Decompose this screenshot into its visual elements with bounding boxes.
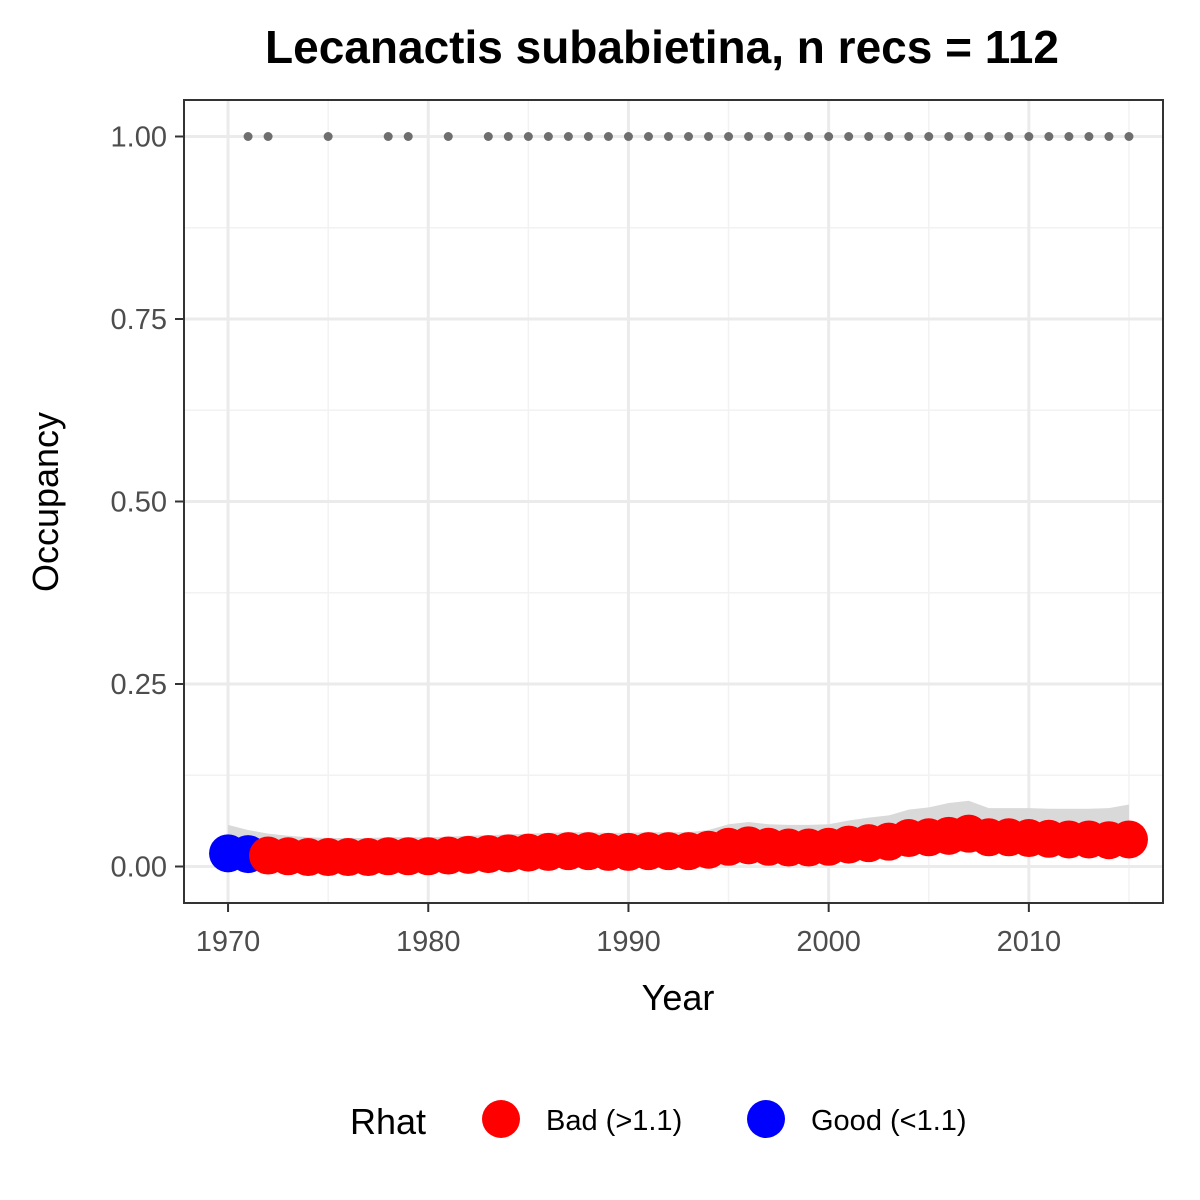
- record-point: [1104, 132, 1114, 141]
- record-point: [243, 132, 253, 141]
- record-point: [744, 132, 754, 141]
- record-point: [844, 132, 854, 141]
- record-point: [984, 132, 994, 141]
- record-point: [1124, 132, 1134, 141]
- record-point: [1084, 132, 1094, 141]
- x-axis: 1970 1980 1990 2000 2010: [196, 903, 1061, 958]
- legend: Rhat Bad (>1.1) Good (<1.1): [350, 1100, 967, 1142]
- record-point: [864, 132, 874, 141]
- record-point: [1044, 132, 1054, 141]
- y-axis: 0.00 0.25 0.50 0.75 1.00: [111, 122, 184, 884]
- record-point: [1004, 132, 1014, 141]
- record-point: [403, 132, 413, 141]
- record-point: [684, 132, 694, 141]
- record-point: [663, 132, 673, 141]
- x-tick-label: 2000: [796, 926, 861, 958]
- legend-swatch-bad: [482, 1100, 520, 1138]
- record-point: [603, 132, 613, 141]
- legend-label-good: Good (<1.1): [811, 1105, 967, 1137]
- record-point: [623, 132, 633, 141]
- record-point: [924, 132, 934, 141]
- record-point: [383, 132, 393, 141]
- record-point: [443, 132, 453, 141]
- points-layer: [209, 814, 1148, 877]
- y-tick-label: 0.00: [111, 852, 167, 884]
- chart-title: Lecanactis subabietina, n recs = 112: [265, 21, 1059, 73]
- occupancy-point: [1109, 820, 1148, 859]
- x-tick-label: 2010: [997, 926, 1062, 958]
- record-point: [904, 132, 914, 141]
- grid-major: [184, 100, 1163, 903]
- legend-title: Rhat: [350, 1101, 426, 1142]
- record-point: [764, 132, 774, 141]
- record-point: [704, 132, 714, 141]
- legend-swatch-good: [747, 1100, 785, 1138]
- y-axis-title: Occupancy: [25, 412, 66, 592]
- y-tick-label: 0.25: [111, 669, 167, 701]
- record-point: [323, 132, 333, 141]
- record-point: [643, 132, 653, 141]
- y-tick-label: 1.00: [111, 122, 167, 154]
- record-point: [1024, 132, 1034, 141]
- record-point: [1064, 132, 1074, 141]
- y-tick-label: 0.75: [111, 304, 167, 336]
- record-point: [784, 132, 794, 141]
- record-point: [964, 132, 974, 141]
- record-point: [724, 132, 734, 141]
- record-point: [583, 132, 593, 141]
- record-point: [543, 132, 553, 141]
- x-tick-label: 1990: [596, 926, 661, 958]
- record-point: [884, 132, 894, 141]
- record-point: [563, 132, 573, 141]
- x-tick-label: 1970: [196, 926, 261, 958]
- y-tick-label: 0.50: [111, 487, 167, 519]
- legend-label-bad: Bad (>1.1): [546, 1105, 682, 1137]
- record-point: [483, 132, 493, 141]
- record-point: [263, 132, 273, 141]
- record-point: [523, 132, 533, 141]
- record-point: [804, 132, 814, 141]
- x-tick-label: 1980: [396, 926, 461, 958]
- record-point: [503, 132, 513, 141]
- record-point: [944, 132, 954, 141]
- x-axis-title: Year: [642, 977, 715, 1018]
- record-point: [824, 132, 834, 141]
- records-layer: [243, 132, 1134, 141]
